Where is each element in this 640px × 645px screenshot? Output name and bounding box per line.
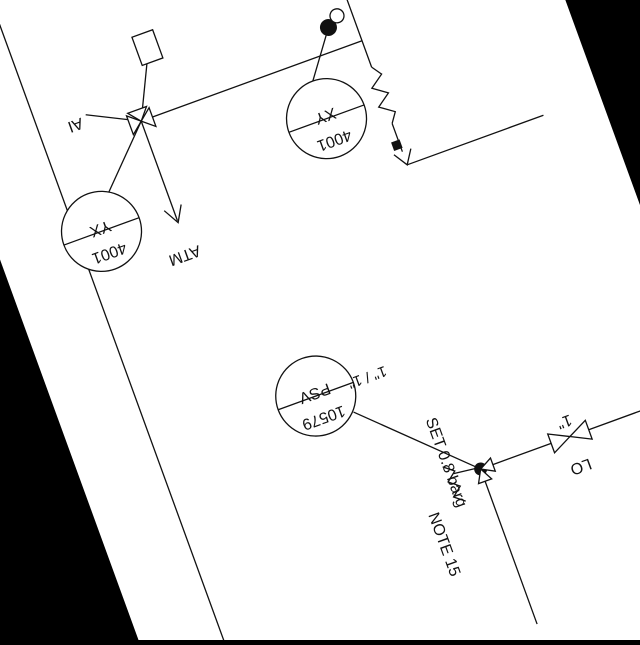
lo-valve-left	[546, 433, 572, 454]
right-process-line	[406, 114, 544, 166]
valve-triangle-right	[140, 106, 157, 128]
psv-spring-leg	[453, 467, 479, 475]
instrument-yx-4001: YX 4001	[60, 190, 143, 273]
psv-inlet-line	[492, 442, 552, 466]
upper-component-box	[131, 28, 164, 67]
small-square-marker	[391, 139, 403, 151]
drawing-border-line	[0, 0, 280, 645]
main-process-line	[140, 40, 363, 122]
valve-triangle-left	[125, 114, 143, 137]
three-way-valve-group	[85, 28, 363, 224]
instrument-divider	[288, 104, 365, 133]
spring-zigzag	[370, 66, 397, 124]
psv-link-line	[353, 411, 481, 470]
psv-triangle-right	[479, 456, 497, 472]
solenoid-coil-dot	[319, 18, 337, 36]
valve-triangle-top	[126, 105, 148, 123]
ai-label: AI	[65, 114, 85, 135]
instrument-code: XY	[312, 104, 338, 127]
yx-connection-line	[105, 120, 142, 200]
psv-spring-zigzag	[442, 466, 466, 502]
instrument-psv-10579: PSV 10579	[275, 355, 357, 437]
instrument-divider	[277, 381, 354, 411]
instrument-xy-4001: XY 4001	[285, 77, 368, 160]
atm-arrow-head	[163, 204, 182, 224]
pneumatic-signal-line	[340, 0, 373, 68]
solenoid-port-circle	[329, 8, 345, 24]
psv-outlet-line	[484, 481, 538, 625]
solenoid-link-line	[312, 27, 330, 82]
instrument-code: YX	[87, 216, 113, 239]
atm-vent-line	[140, 120, 179, 221]
instrument-divider	[63, 217, 140, 246]
valve-size-label: 1"	[555, 411, 575, 432]
lo-label: LO	[568, 455, 594, 478]
